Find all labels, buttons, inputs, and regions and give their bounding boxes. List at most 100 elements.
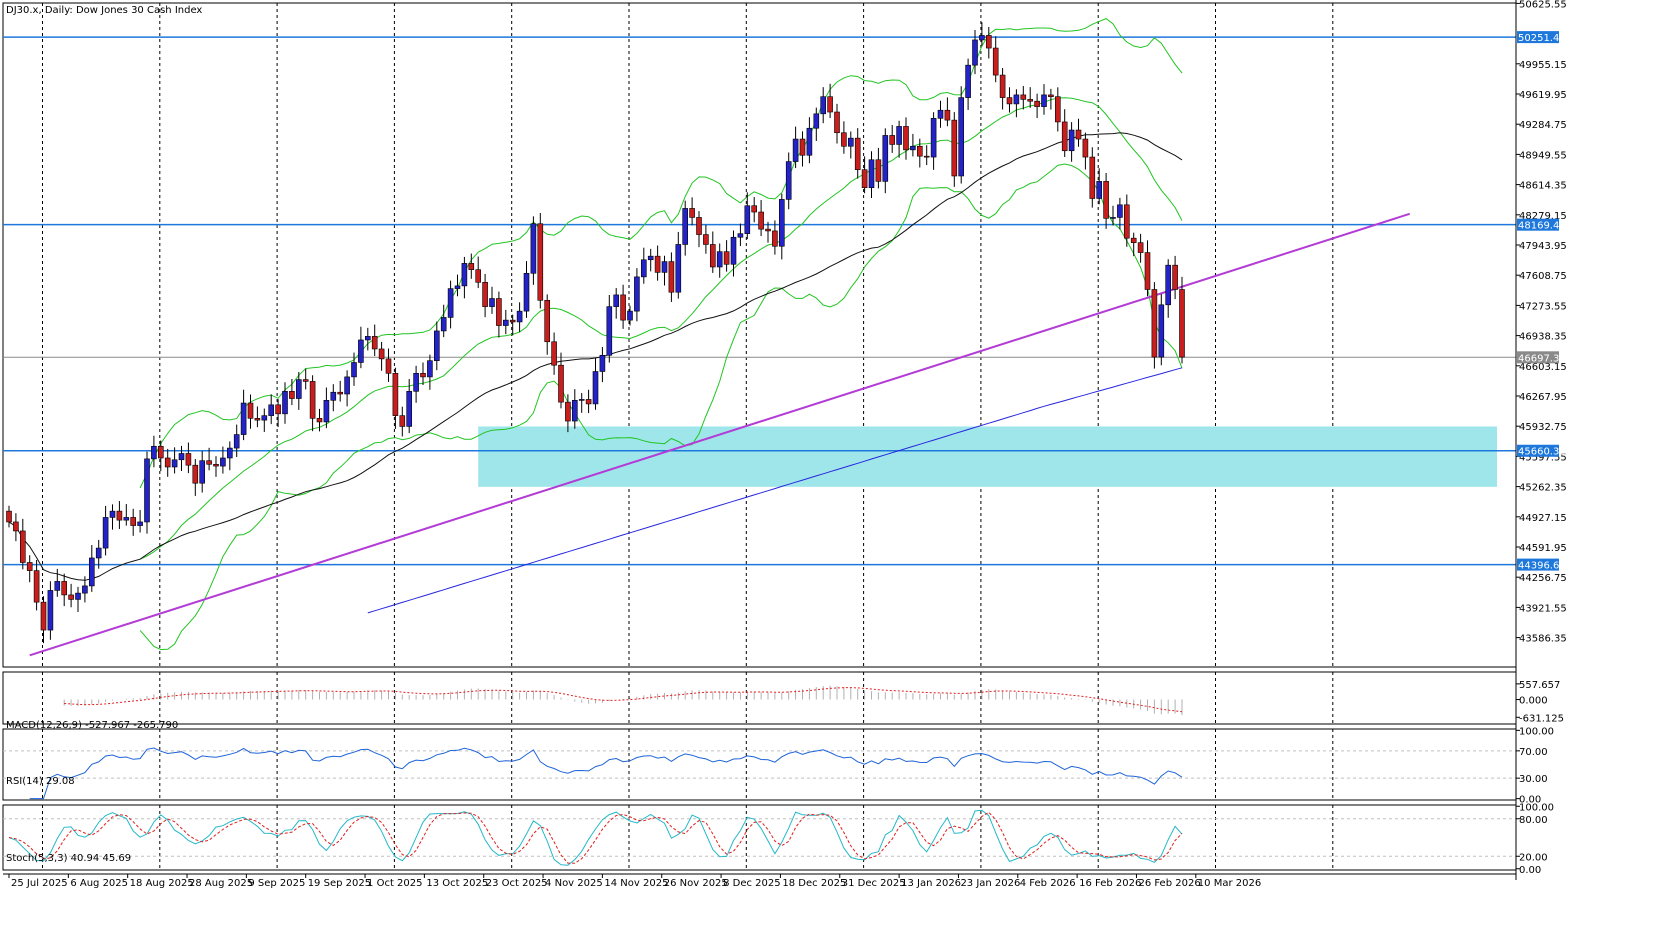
candle-body[interactable] bbox=[979, 35, 985, 41]
candle-body[interactable] bbox=[1096, 181, 1102, 199]
candle-body[interactable] bbox=[516, 310, 523, 323]
candle-body[interactable] bbox=[496, 298, 502, 326]
candle-body[interactable] bbox=[675, 244, 682, 293]
candle-body[interactable] bbox=[509, 319, 516, 323]
candle-body[interactable] bbox=[558, 364, 564, 403]
candle-body[interactable] bbox=[716, 251, 723, 268]
candle-body[interactable] bbox=[351, 362, 357, 378]
candle-body[interactable] bbox=[703, 234, 709, 245]
candle-body[interactable] bbox=[406, 391, 413, 427]
candle-body[interactable] bbox=[896, 126, 902, 145]
candle-body[interactable] bbox=[882, 135, 889, 182]
candle-body[interactable] bbox=[834, 111, 840, 134]
candle-body[interactable] bbox=[565, 401, 571, 422]
candle-body[interactable] bbox=[502, 319, 509, 326]
candle-body[interactable] bbox=[537, 223, 544, 301]
candle-body[interactable] bbox=[164, 457, 171, 468]
candle-body[interactable] bbox=[206, 460, 212, 465]
candle-body[interactable] bbox=[523, 272, 530, 312]
candle-body[interactable] bbox=[358, 339, 364, 363]
candle-body[interactable] bbox=[240, 402, 247, 435]
candle-body[interactable] bbox=[1110, 217, 1116, 219]
candle-body[interactable] bbox=[1179, 289, 1185, 358]
candle-body[interactable] bbox=[144, 458, 150, 523]
candle-body[interactable] bbox=[1006, 97, 1013, 105]
candle-body[interactable] bbox=[1027, 99, 1033, 102]
candle-body[interactable] bbox=[461, 263, 468, 287]
candle-body[interactable] bbox=[544, 300, 551, 343]
candle-body[interactable] bbox=[275, 404, 281, 415]
candle-body[interactable] bbox=[40, 601, 47, 631]
candle-body[interactable] bbox=[854, 137, 861, 170]
candle-body[interactable] bbox=[268, 404, 275, 416]
candle-body[interactable] bbox=[1034, 100, 1040, 107]
candle-body[interactable] bbox=[468, 263, 475, 270]
candle-body[interactable] bbox=[841, 132, 847, 147]
candle-body[interactable] bbox=[875, 159, 882, 182]
candle-body[interactable] bbox=[1041, 94, 1047, 107]
candle-body[interactable] bbox=[247, 402, 254, 419]
candle-body[interactable] bbox=[1075, 129, 1082, 140]
candle-body[interactable] bbox=[95, 547, 102, 559]
candle-body[interactable] bbox=[151, 445, 157, 460]
candle-body[interactable] bbox=[1048, 94, 1054, 97]
candle-body[interactable] bbox=[813, 113, 820, 129]
candle-body[interactable] bbox=[903, 126, 909, 151]
candle-body[interactable] bbox=[220, 457, 226, 467]
candle-body[interactable] bbox=[185, 453, 192, 466]
candle-body[interactable] bbox=[585, 399, 592, 405]
candle-body[interactable] bbox=[213, 463, 219, 467]
candle-body[interactable] bbox=[330, 391, 337, 401]
candle-body[interactable] bbox=[889, 135, 896, 145]
candle-body[interactable] bbox=[613, 294, 620, 307]
candle-body[interactable] bbox=[289, 391, 295, 399]
candle-body[interactable] bbox=[1020, 94, 1027, 100]
candle-body[interactable] bbox=[937, 109, 944, 119]
candle-body[interactable] bbox=[89, 557, 95, 587]
candle-body[interactable] bbox=[1068, 129, 1075, 152]
candle-body[interactable] bbox=[385, 358, 392, 374]
candle-body[interactable] bbox=[1124, 204, 1130, 239]
candle-body[interactable] bbox=[1055, 96, 1061, 123]
candle-body[interactable] bbox=[440, 317, 447, 332]
candle-body[interactable] bbox=[965, 64, 971, 98]
candle-body[interactable] bbox=[999, 74, 1006, 98]
candle-body[interactable] bbox=[413, 372, 419, 392]
candle-body[interactable] bbox=[689, 208, 695, 218]
candle-body[interactable] bbox=[309, 381, 316, 419]
candle-body[interactable] bbox=[433, 330, 440, 361]
candle-body[interactable] bbox=[323, 400, 330, 423]
candle-body[interactable] bbox=[737, 233, 744, 238]
candle-body[interactable] bbox=[1089, 156, 1096, 199]
candle-body[interactable] bbox=[640, 259, 647, 278]
candle-body[interactable] bbox=[199, 460, 205, 484]
candle-body[interactable] bbox=[420, 372, 426, 378]
candle-body[interactable] bbox=[344, 376, 350, 395]
candle-body[interactable] bbox=[827, 96, 833, 113]
candle-body[interactable] bbox=[758, 211, 764, 230]
candle-body[interactable] bbox=[337, 391, 344, 395]
candle-body[interactable] bbox=[820, 96, 827, 115]
candle-body[interactable] bbox=[109, 510, 116, 518]
candle-body[interactable] bbox=[634, 276, 640, 312]
candle-body[interactable] bbox=[592, 371, 599, 405]
candle-body[interactable] bbox=[778, 199, 785, 247]
candle-body[interactable] bbox=[709, 244, 716, 268]
candle-body[interactable] bbox=[744, 205, 751, 234]
candle-body[interactable] bbox=[33, 570, 40, 603]
candle-body[interactable] bbox=[178, 453, 185, 461]
candle-body[interactable] bbox=[1151, 289, 1158, 358]
candle-body[interactable] bbox=[985, 35, 992, 49]
candle-body[interactable] bbox=[958, 97, 965, 177]
candle-body[interactable] bbox=[1082, 138, 1089, 158]
candle-body[interactable] bbox=[123, 517, 130, 521]
candle-body[interactable] bbox=[682, 208, 689, 245]
candle-body[interactable] bbox=[158, 445, 164, 459]
candle-body[interactable] bbox=[371, 336, 378, 350]
candle-body[interactable] bbox=[1144, 252, 1151, 290]
candle-body[interactable] bbox=[696, 217, 702, 235]
candle-body[interactable] bbox=[910, 145, 916, 151]
candle-body[interactable] bbox=[192, 464, 199, 484]
candle-body[interactable] bbox=[130, 517, 136, 526]
candle-body[interactable] bbox=[571, 400, 578, 422]
